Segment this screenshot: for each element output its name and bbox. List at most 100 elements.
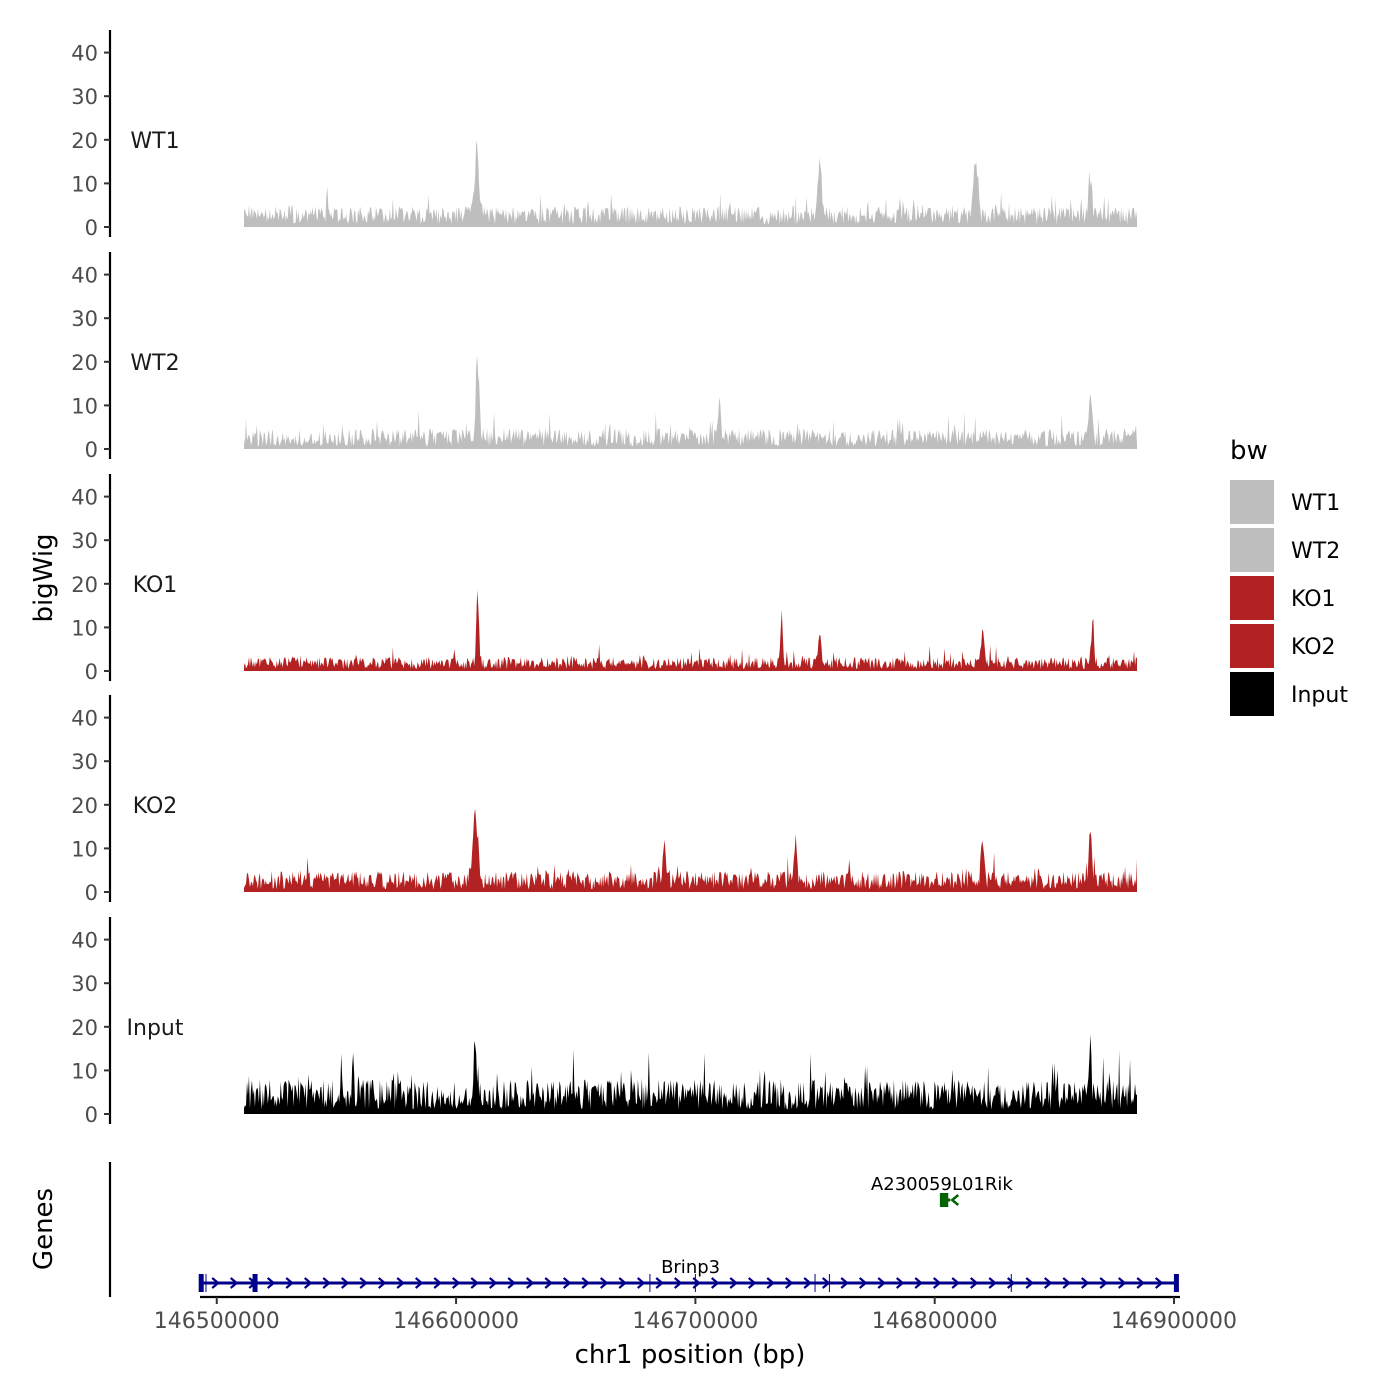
coverage-area: [244, 808, 1137, 892]
x-axis: 146500000 146600000 146700000 146800000 1469…: [154, 1295, 1237, 1334]
coverage-area: [244, 590, 1137, 671]
strand-arrow: [747, 1277, 757, 1289]
strand-arrow: [988, 1277, 997, 1289]
strand-arrow: [710, 1277, 720, 1289]
coverage-area: [244, 1034, 1137, 1114]
strand-arrow: [784, 1277, 794, 1289]
strand-arrow: [618, 1277, 627, 1289]
track-label: Input: [127, 1016, 184, 1041]
strand-arrow: [303, 1277, 313, 1289]
track-wt1: 0 10 20 30 40 WT1: [71, 30, 1137, 240]
strand-arrow: [396, 1277, 405, 1289]
strand-arrow: [951, 1277, 960, 1289]
legend-swatch-ko2: [1230, 624, 1274, 668]
y-tick-label: 30: [71, 529, 98, 553]
strand-arrow: [655, 1277, 664, 1289]
strand-arrow: [562, 1277, 572, 1289]
y-tick-label: 30: [71, 972, 98, 996]
legend: bw WT1 WT2 KO1 KO2 Input: [1230, 436, 1348, 716]
track-ko2: 0 10 20 30 40 KO2: [71, 695, 1137, 905]
strand-arrow: [1080, 1277, 1090, 1289]
y-tick-label: 40: [71, 264, 98, 288]
legend-label-input: Input: [1291, 683, 1348, 708]
y-tick-label: 10: [71, 616, 98, 640]
strand-arrow: [266, 1277, 276, 1289]
strand-arrow: [285, 1277, 294, 1289]
genes-axis-label: Genes: [29, 1188, 59, 1270]
legend-swatch-ko1: [1230, 576, 1274, 620]
legend-swatch-wt1: [1230, 480, 1274, 524]
legend-label-wt2: WT2: [1291, 539, 1340, 564]
strand-arrow: [488, 1277, 498, 1289]
y-tick-label: 0: [85, 660, 98, 684]
y-tick-label: 20: [71, 794, 98, 818]
gene-track: Brinp3 A230059L01Rik: [108, 1162, 1179, 1297]
strand-arrow: [211, 1277, 220, 1289]
strand-arrow: [858, 1277, 868, 1289]
gene-brinp3: Brinp3: [198, 1257, 1179, 1292]
strand-arrow: [1043, 1277, 1053, 1289]
y-tick-label: 40: [71, 486, 98, 510]
track-label: KO2: [133, 794, 178, 819]
y-tick-label: 10: [71, 837, 98, 861]
strand-arrow: [433, 1277, 442, 1289]
track-ko1: 0 10 20 30 40 KO1: [71, 474, 1137, 684]
legend-label-ko1: KO1: [1291, 587, 1336, 612]
strand-arrow: [803, 1277, 812, 1289]
strand-arrow: [1117, 1277, 1127, 1289]
gene-exon: [939, 1193, 949, 1207]
strand-arrow: [636, 1277, 646, 1289]
x-tick-label: 146600000: [393, 1309, 519, 1334]
x-axis-label: chr1 position (bp): [575, 1340, 806, 1370]
y-tick-label: 30: [71, 750, 98, 774]
strand-arrow: [969, 1277, 979, 1289]
strand-arrow: [544, 1277, 553, 1289]
strand-arrow: [766, 1277, 775, 1289]
y-axis-label: bigWig: [29, 533, 59, 622]
track-label: WT1: [130, 129, 179, 154]
y-tick-label: 20: [71, 129, 98, 153]
legend-label-wt1: WT1: [1291, 491, 1340, 516]
strand-arrow: [729, 1277, 738, 1289]
gene-label: A230059L01Rik: [871, 1174, 1013, 1195]
y-tick-label: 0: [85, 1103, 98, 1127]
strand-arrow: [950, 1194, 960, 1206]
track-wt2: 0 10 20 30 40 WT2: [71, 252, 1137, 462]
x-tick-label: 146500000: [154, 1309, 280, 1334]
y-tick-label: 20: [71, 1016, 98, 1040]
strand-arrow: [1025, 1277, 1034, 1289]
strand-arrow: [1006, 1277, 1016, 1289]
x-tick-label: 146800000: [872, 1309, 998, 1334]
strand-arrow: [507, 1277, 516, 1289]
legend-swatch-wt2: [1230, 528, 1274, 572]
strand-arrow: [673, 1277, 683, 1289]
legend-swatch-input: [1230, 672, 1274, 716]
strand-arrow: [1136, 1277, 1145, 1289]
strand-arrow: [377, 1277, 387, 1289]
strand-arrow: [322, 1277, 331, 1289]
strand-arrow: [840, 1277, 849, 1289]
y-tick-label: 20: [71, 351, 98, 375]
y-tick-label: 40: [71, 707, 98, 731]
strand-arrow: [599, 1277, 609, 1289]
strand-arrow: [451, 1277, 461, 1289]
y-tick-label: 10: [71, 1059, 98, 1083]
y-tick-label: 20: [71, 573, 98, 597]
y-tick-label: 30: [71, 85, 98, 109]
track-label: WT2: [130, 351, 179, 376]
strand-arrow: [1154, 1277, 1164, 1289]
y-tick-label: 40: [71, 42, 98, 66]
y-tick-label: 10: [71, 394, 98, 418]
track-input: 0 10 20 30 40 Input: [71, 917, 1137, 1127]
x-tick-label: 146700000: [632, 1309, 758, 1334]
y-tick-label: 0: [85, 881, 98, 905]
strand-arrow: [359, 1277, 368, 1289]
y-tick-label: 10: [71, 172, 98, 196]
strand-arrow: [895, 1277, 905, 1289]
coverage-area: [244, 355, 1137, 449]
strand-arrow: [821, 1277, 831, 1289]
strand-arrow: [1099, 1277, 1108, 1289]
gene-label: Brinp3: [661, 1257, 720, 1278]
